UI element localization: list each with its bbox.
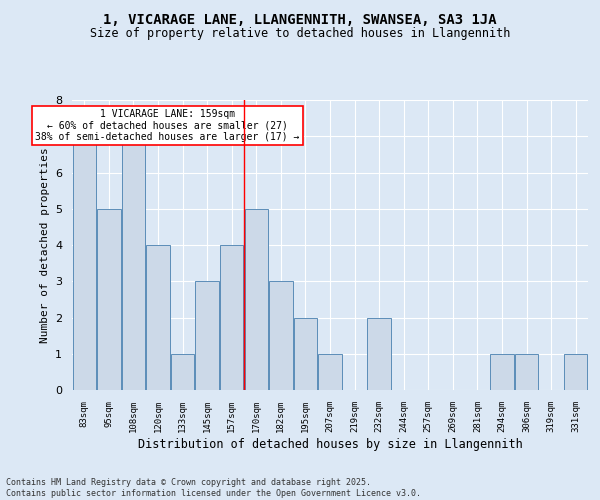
Bar [171, 354, 194, 390]
Bar [319, 354, 341, 390]
Bar [245, 209, 268, 390]
Bar [269, 281, 293, 390]
Text: 1 VICARAGE LANE: 159sqm
← 60% of detached houses are smaller (27)
38% of semi-de: 1 VICARAGE LANE: 159sqm ← 60% of detache… [35, 108, 299, 142]
Text: Contains HM Land Registry data © Crown copyright and database right 2025.
Contai: Contains HM Land Registry data © Crown c… [6, 478, 421, 498]
Bar [564, 354, 587, 390]
Bar [490, 354, 514, 390]
Bar [515, 354, 538, 390]
Text: 1, VICARAGE LANE, LLANGENNITH, SWANSEA, SA3 1JA: 1, VICARAGE LANE, LLANGENNITH, SWANSEA, … [103, 12, 497, 26]
Bar [122, 136, 145, 390]
Bar [220, 245, 244, 390]
Bar [73, 136, 96, 390]
X-axis label: Distribution of detached houses by size in Llangennith: Distribution of detached houses by size … [137, 438, 523, 450]
Bar [367, 318, 391, 390]
Bar [196, 281, 219, 390]
Bar [97, 209, 121, 390]
Y-axis label: Number of detached properties: Number of detached properties [40, 147, 50, 343]
Bar [146, 245, 170, 390]
Bar [294, 318, 317, 390]
Text: Size of property relative to detached houses in Llangennith: Size of property relative to detached ho… [90, 28, 510, 40]
